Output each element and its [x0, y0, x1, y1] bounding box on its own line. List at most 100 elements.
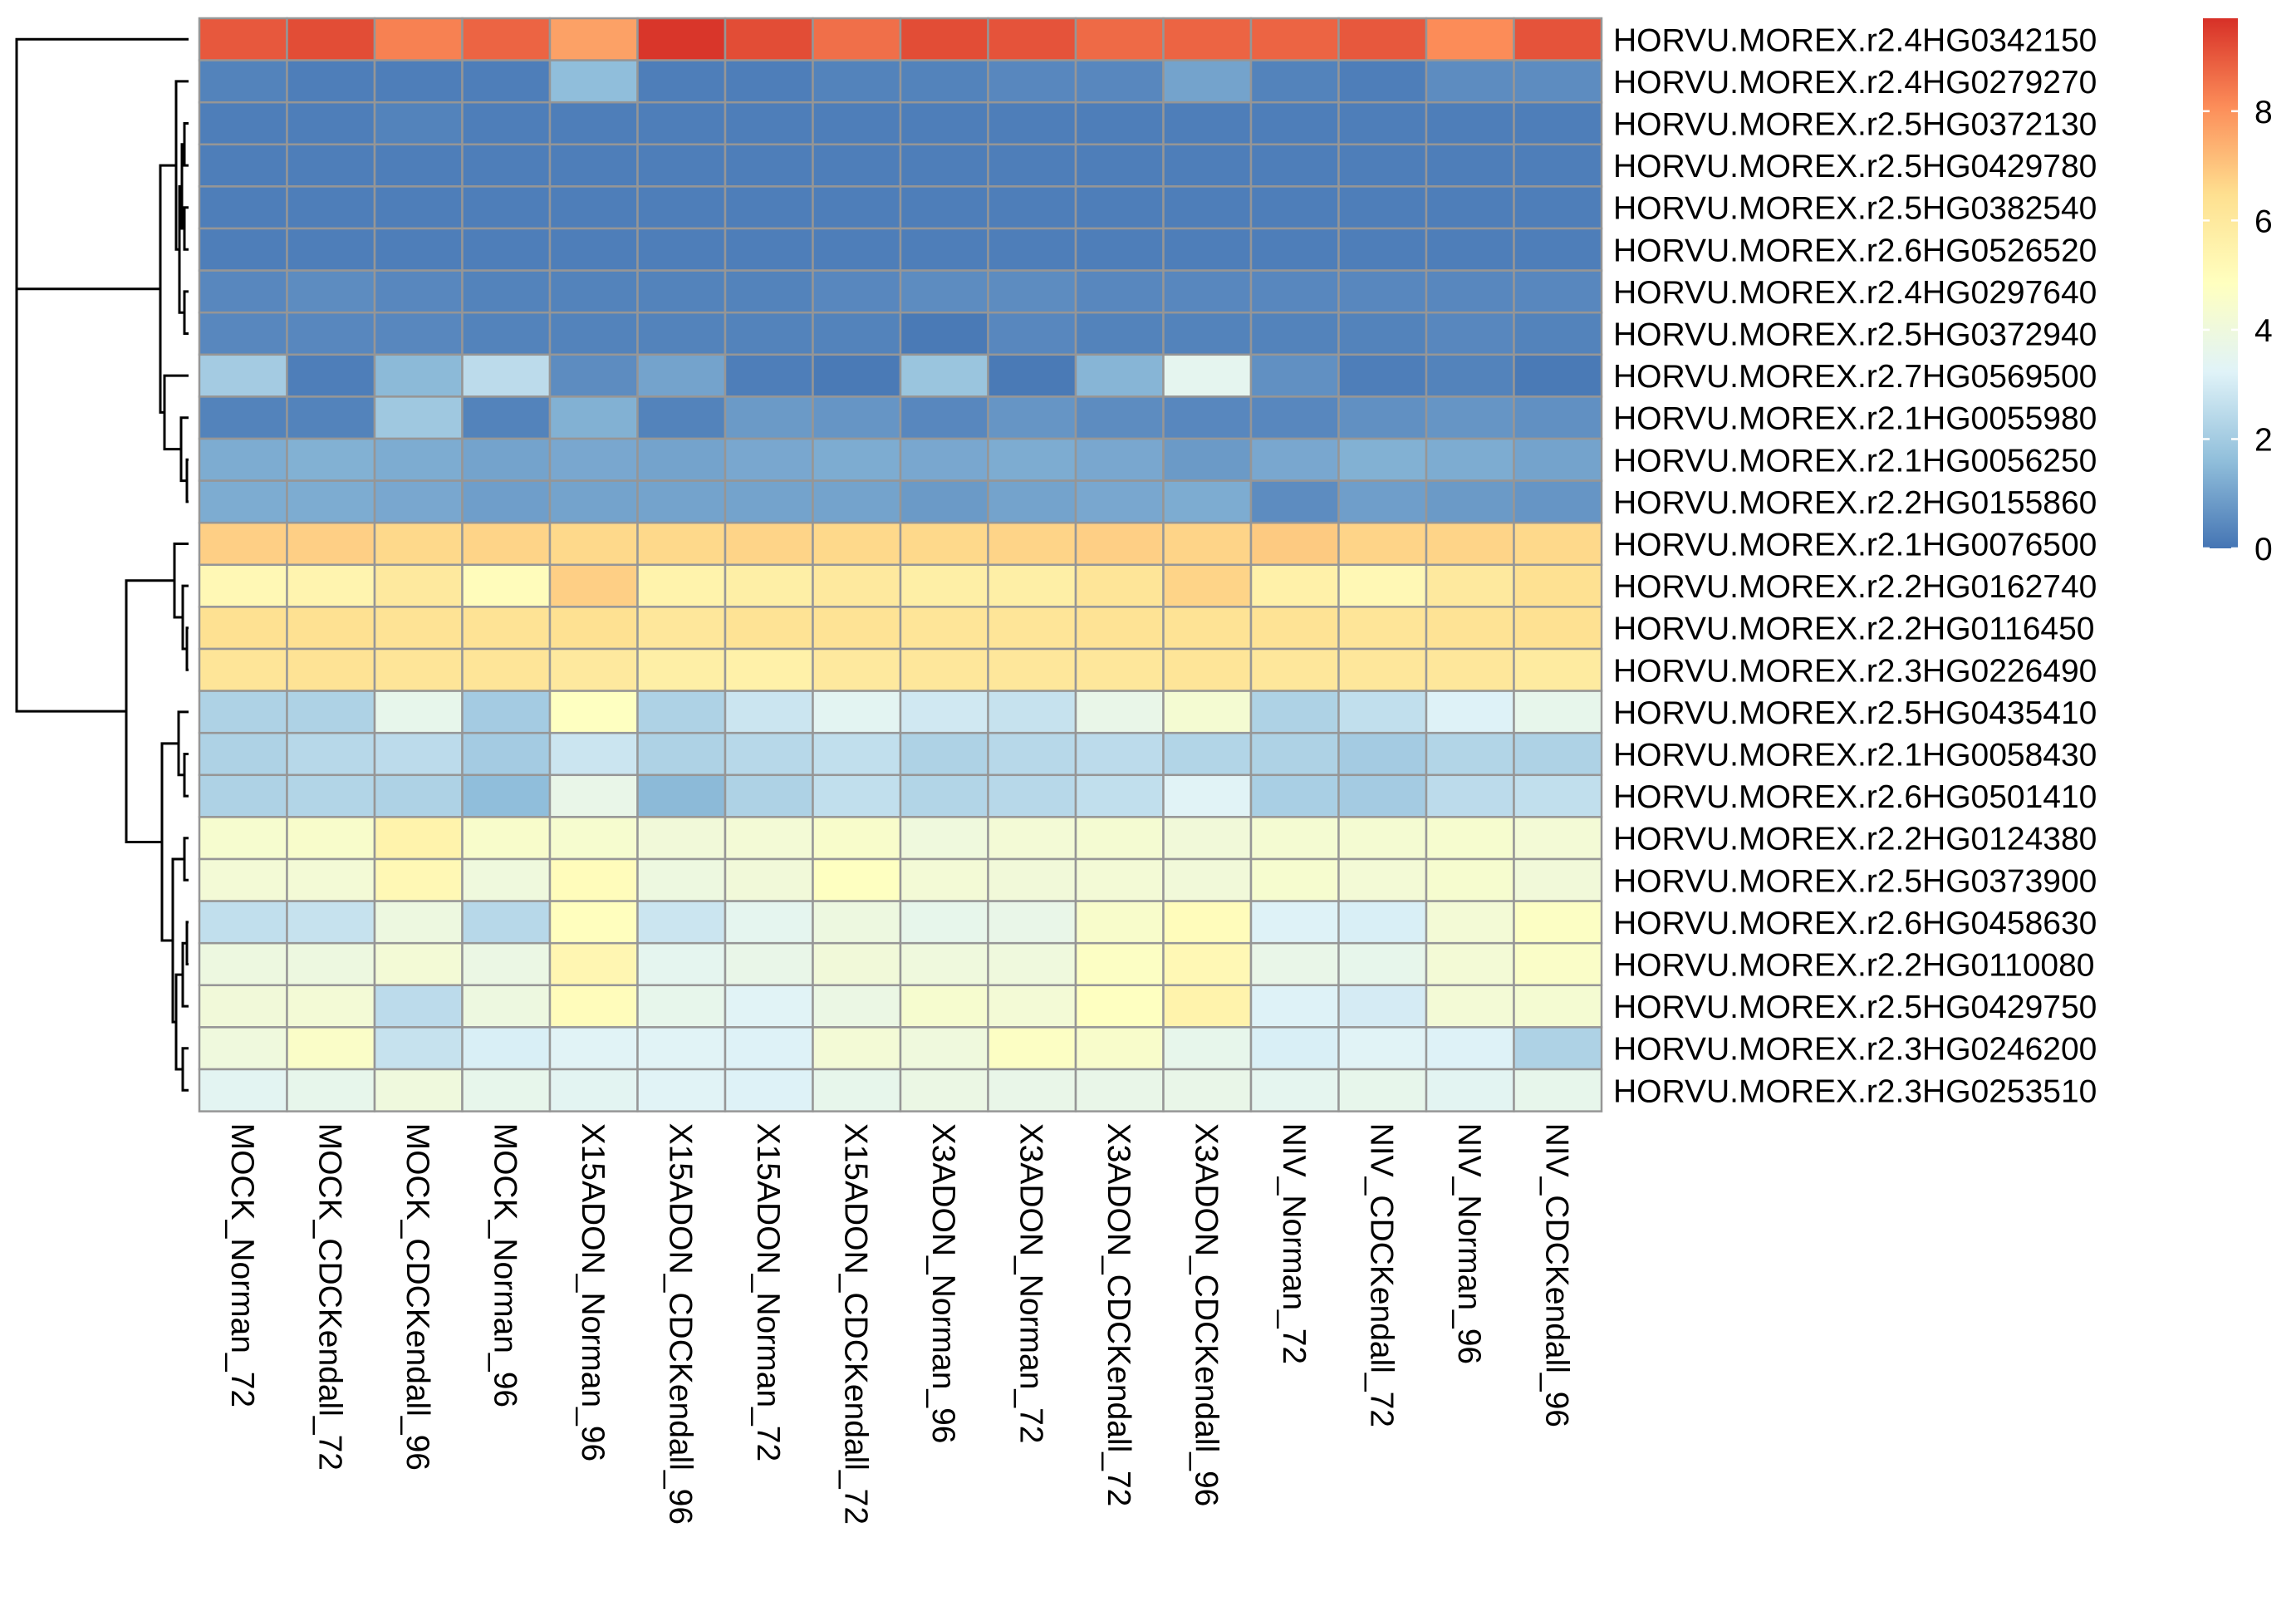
heatmap-cell: [1074, 59, 1165, 104]
heatmap-cell: [899, 1068, 989, 1112]
heatmap-cell: [548, 311, 639, 356]
heatmap-cell: [1425, 1026, 1515, 1071]
heatmap-cell: [1249, 269, 1340, 314]
heatmap-cell: [636, 101, 727, 146]
heatmap-cell: [899, 353, 989, 398]
heatmap-cell: [461, 690, 552, 734]
heatmap-cell: [1249, 59, 1340, 104]
heatmap-cell: [373, 731, 464, 777]
colorbar-tick-label: 6: [2254, 204, 2273, 239]
heatmap-cell: [1074, 143, 1165, 188]
heatmap-cell: [373, 227, 464, 272]
heatmap-cell: [812, 437, 902, 482]
row-label: HORVU.MOREX.r2.5HG0372130: [1613, 107, 2097, 143]
heatmap-cell: [1513, 353, 1603, 398]
heatmap-cell: [1162, 521, 1253, 567]
heatmap-cell: [636, 59, 727, 104]
colorbar-tick-label: 8: [2254, 95, 2273, 130]
dendrogram-branch: [163, 374, 189, 451]
heatmap-cell: [1513, 395, 1603, 440]
heatmap-cell: [1337, 521, 1428, 567]
heatmap-cell: [1513, 900, 1603, 945]
column-label: X15ADON_CDCKendall_96: [662, 1123, 698, 1525]
heatmap-cell: [1162, 395, 1253, 440]
heatmap-cell: [724, 185, 814, 230]
heatmap-cell: [1425, 857, 1515, 902]
heatmap-cell: [1249, 774, 1340, 818]
heatmap-cell: [1249, 731, 1340, 777]
heatmap-cell: [548, 690, 639, 734]
heatmap-cell: [987, 984, 1077, 1029]
heatmap-cell: [812, 1026, 902, 1071]
heatmap-cell: [198, 690, 288, 734]
heatmap-cell: [1249, 311, 1340, 356]
dendrogram-branch: [185, 921, 189, 965]
dendrogram-branch: [160, 742, 179, 942]
heatmap-cell: [724, 143, 814, 188]
heatmap-cell: [1513, 690, 1603, 734]
heatmap-cell: [461, 311, 552, 356]
heatmap-cell: [198, 900, 288, 945]
heatmap-cell: [1425, 690, 1515, 734]
heatmap-cell: [724, 816, 814, 861]
heatmap-cell: [1337, 941, 1428, 987]
heatmap-cell: [1162, 647, 1253, 692]
heatmap-cell: [198, 816, 288, 861]
heatmap-cell: [373, 521, 464, 567]
heatmap-cell: [373, 479, 464, 524]
heatmap-cell: [724, 900, 814, 945]
heatmap-cell: [373, 690, 464, 734]
heatmap-cell: [1162, 1026, 1253, 1071]
heatmap-cell: [1074, 816, 1165, 861]
heatmap-cell: [548, 521, 639, 567]
heatmap-cell: [724, 690, 814, 734]
heatmap-cell: [1337, 17, 1428, 61]
heatmap-cell: [987, 353, 1077, 398]
heatmap-cell: [1425, 647, 1515, 692]
heatmap-cell: [286, 143, 376, 188]
heatmap-cell: [373, 647, 464, 692]
heatmap-cell: [1074, 647, 1165, 692]
row-label: HORVU.MOREX.r2.5HG0372940: [1613, 317, 2097, 353]
heatmap-cell: [1425, 353, 1515, 398]
row-label: HORVU.MOREX.r2.1HG0055980: [1613, 401, 2097, 437]
row-label: HORVU.MOREX.r2.4HG0297640: [1613, 275, 2097, 311]
heatmap-cell: [987, 269, 1077, 314]
heatmap-cell: [461, 269, 552, 314]
heatmap-cell: [987, 1068, 1077, 1112]
heatmap-cell: [724, 941, 814, 987]
heatmap-cell: [1337, 984, 1428, 1029]
heatmap-cell: [198, 143, 288, 188]
heatmap-cell: [812, 143, 902, 188]
column-label: MOCK_Norman_72: [224, 1123, 260, 1407]
heatmap-cell: [1249, 143, 1340, 188]
row-label: HORVU.MOREX.r2.2HG0124380: [1613, 822, 2097, 857]
heatmap-cell: [373, 185, 464, 230]
heatmap-cell: [636, 563, 727, 608]
heatmap-cell: [461, 185, 552, 230]
heatmap-cell: [1249, 1068, 1340, 1112]
heatmap-cell: [461, 1026, 552, 1071]
heatmap-cell: [812, 479, 902, 524]
heatmap-cell: [1513, 774, 1603, 818]
column-label: NIV_CDCKendall_72: [1363, 1123, 1399, 1427]
heatmap-cell: [373, 311, 464, 356]
heatmap-cell: [548, 185, 639, 230]
column-label: X15ADON_Norman_72: [750, 1123, 786, 1462]
heatmap-cell: [198, 353, 288, 398]
heatmap-cell: [812, 900, 902, 945]
heatmap-cell: [724, 606, 814, 651]
heatmap-cell: [1249, 647, 1340, 692]
heatmap-cell: [198, 647, 288, 692]
heatmap-cell: [812, 395, 902, 440]
heatmap-cell: [1074, 731, 1165, 777]
heatmap-cell: [1249, 437, 1340, 482]
heatmap-cell: [1162, 353, 1253, 398]
heatmap-cell: [1249, 816, 1340, 861]
heatmap-cell: [1162, 17, 1253, 61]
heatmap-cell: [1337, 479, 1428, 524]
heatmap-cell: [198, 59, 288, 104]
heatmap-cell: [899, 143, 989, 188]
heatmap-cell: [812, 311, 902, 356]
heatmap-cell: [1249, 521, 1340, 567]
